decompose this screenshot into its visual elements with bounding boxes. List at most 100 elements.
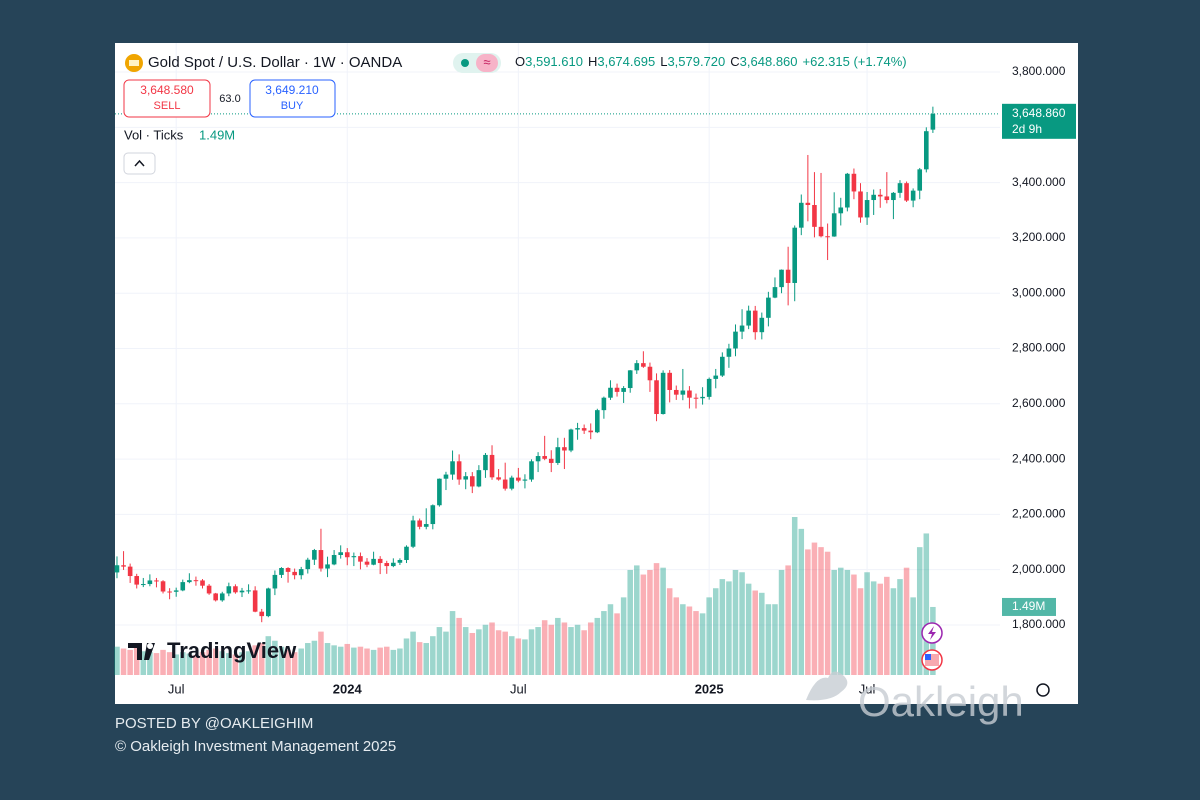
candle-body xyxy=(509,477,515,489)
candle-body xyxy=(266,588,271,617)
volume-bar xyxy=(634,565,640,675)
candle-body xyxy=(292,571,297,576)
buy-label: BUY xyxy=(281,100,304,112)
volume-bar xyxy=(627,569,633,675)
candle-body xyxy=(647,366,653,381)
candle-body xyxy=(825,236,830,238)
volume-bar xyxy=(923,533,930,675)
volume-bar xyxy=(232,654,239,675)
volume-bar xyxy=(640,574,647,675)
candle-body xyxy=(483,454,488,471)
candle-body xyxy=(700,396,705,399)
volume-bar xyxy=(160,649,166,675)
candle-body xyxy=(904,183,909,201)
candle-body xyxy=(114,565,120,573)
volume-bar xyxy=(443,631,449,675)
ohlc-key: H xyxy=(588,54,597,69)
candle-body xyxy=(246,590,251,592)
volume-bar xyxy=(574,624,581,675)
candle-body xyxy=(877,194,883,197)
candle-body xyxy=(595,410,600,433)
candle-body xyxy=(673,389,679,395)
candle-body xyxy=(344,552,350,558)
volume-bar xyxy=(548,624,555,675)
volume-bar xyxy=(528,629,535,675)
candle-body xyxy=(838,207,844,214)
volume-bar xyxy=(318,631,324,675)
volume-bar xyxy=(239,652,245,675)
volume-bar xyxy=(857,588,864,675)
buy-button[interactable] xyxy=(249,79,336,118)
candle-body xyxy=(548,458,554,463)
candle-body xyxy=(219,593,225,601)
collapse-button[interactable] xyxy=(123,152,156,175)
volume-bar xyxy=(298,648,304,675)
candle-body xyxy=(871,194,876,201)
volume-bar xyxy=(462,627,469,675)
candle-body xyxy=(720,356,725,376)
volume-bar xyxy=(522,639,528,675)
candle-body xyxy=(864,200,870,218)
sell-button[interactable] xyxy=(123,79,211,118)
candle-body xyxy=(792,227,798,283)
candle-body xyxy=(667,372,672,390)
volume-header: 1.49M xyxy=(199,127,235,142)
candle-body xyxy=(443,474,449,479)
volume-bar xyxy=(864,572,870,675)
volume-bar xyxy=(258,643,265,675)
candle-body xyxy=(818,226,824,237)
data-delay-glyph: ≈ xyxy=(483,54,490,69)
candle-body xyxy=(272,574,278,589)
x-tick-label: 2025 xyxy=(695,681,724,696)
candle-body xyxy=(358,556,363,562)
volume-bar xyxy=(370,649,377,675)
y-tick-label: 2,800.000 xyxy=(1012,341,1066,355)
candle-body xyxy=(542,456,547,459)
volume-bar xyxy=(351,647,357,675)
volume-bar xyxy=(785,565,791,675)
volume-bar xyxy=(653,563,660,675)
candle-body xyxy=(259,611,265,617)
candle-body xyxy=(713,375,719,379)
ohlc-value: 3,648.860 xyxy=(740,54,798,69)
candle-body xyxy=(779,269,784,288)
volume-bar xyxy=(140,651,147,675)
candle-body xyxy=(772,287,778,298)
volume-bar xyxy=(765,604,772,675)
volume-bar xyxy=(193,654,199,675)
x-tick-label: 2024 xyxy=(333,681,363,696)
volume-bar xyxy=(397,648,403,675)
volume-bar xyxy=(884,576,890,675)
candle-body xyxy=(746,310,751,326)
volume-bar xyxy=(666,588,673,675)
candle-body xyxy=(384,563,390,567)
candle-body xyxy=(226,586,232,594)
candle-body xyxy=(200,580,205,586)
candle-body xyxy=(456,461,462,480)
volume-bar xyxy=(509,636,515,675)
candle-body xyxy=(680,390,686,395)
volume-bar xyxy=(732,569,739,675)
volume-bar xyxy=(614,613,620,675)
y-tick-label: 2,000.000 xyxy=(1012,562,1066,576)
settings-icon[interactable] xyxy=(1036,683,1050,697)
candle-body xyxy=(884,196,890,201)
candle-body xyxy=(463,476,469,480)
posted-by: POSTED BY @OAKLEIGHIM xyxy=(115,715,313,732)
volume-bar xyxy=(838,567,844,675)
volume-bar xyxy=(706,597,712,675)
candle-body xyxy=(121,565,126,567)
candle-body xyxy=(430,505,436,525)
plot-area: 1,800.000 2,000.000 2,200.000 2,400.000 2,60… xyxy=(114,43,1076,696)
volume-bar xyxy=(436,627,443,675)
volume-bar xyxy=(186,653,193,675)
candle-body xyxy=(562,447,567,451)
candle-body xyxy=(437,478,442,506)
volume-bar xyxy=(245,651,252,675)
volume-bar xyxy=(726,581,732,675)
volume-bar xyxy=(811,542,818,675)
volume-bar xyxy=(305,643,311,675)
volume-bar xyxy=(127,649,133,675)
volume-bar xyxy=(311,640,318,675)
